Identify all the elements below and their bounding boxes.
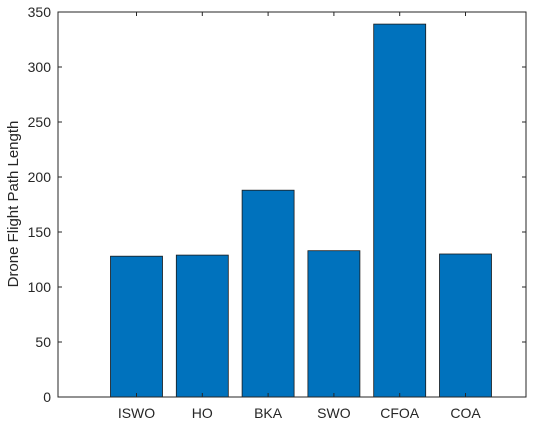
- x-tick-label-ho: HO: [192, 405, 213, 421]
- y-axis-label: Drone Flight Path Length: [5, 121, 22, 288]
- y-tick-label: 0: [43, 389, 51, 405]
- x-axis: ISWO HO BKA SWO CFOA COA: [118, 12, 481, 421]
- y-tick-label: 300: [28, 59, 52, 75]
- y-tick-label: 150: [28, 224, 52, 240]
- bar-iswo: [110, 255, 163, 398]
- bar-swo: [307, 250, 361, 398]
- bar-cfoa: [373, 23, 427, 398]
- x-tick-label-swo: SWO: [317, 405, 351, 421]
- bar-coa: [439, 253, 492, 398]
- y-tick-label: 100: [28, 279, 52, 295]
- y-tick-label: 50: [35, 334, 51, 350]
- bar-ho: [175, 254, 229, 398]
- y-tick-label: 200: [28, 169, 52, 185]
- y-axis: 0 50 100 150 200 250 300 350: [28, 4, 526, 405]
- y-tick-label: 350: [28, 4, 52, 20]
- y-tick-label: 250: [28, 114, 52, 130]
- axes-frame: [57, 11, 527, 398]
- x-tick-label-coa: COA: [450, 405, 481, 421]
- bar-series: [110, 23, 492, 398]
- x-tick-label-bka: BKA: [254, 405, 283, 421]
- x-tick-label-iswo: ISWO: [118, 405, 155, 421]
- x-tick-label-cfoa: CFOA: [380, 405, 420, 421]
- bar-bka: [241, 189, 295, 398]
